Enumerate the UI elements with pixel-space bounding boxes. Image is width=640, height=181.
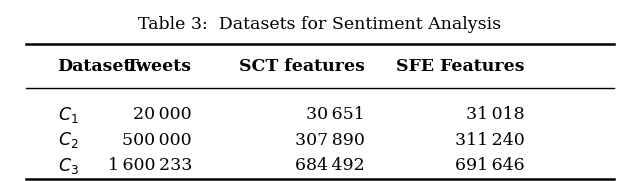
Text: $C_3$: $C_3$ [58, 156, 79, 176]
Text: $C_1$: $C_1$ [58, 105, 78, 125]
Text: 1 600 233: 1 600 233 [108, 157, 192, 174]
Text: 311 240: 311 240 [455, 132, 525, 149]
Text: SFE Features: SFE Features [396, 58, 525, 75]
Text: 20 000: 20 000 [133, 106, 192, 123]
Text: 684 492: 684 492 [295, 157, 365, 174]
Text: 30 651: 30 651 [306, 106, 365, 123]
Text: SCT features: SCT features [239, 58, 365, 75]
Text: Table 3:  Datasets for Sentiment Analysis: Table 3: Datasets for Sentiment Analysis [138, 16, 502, 33]
Text: 500 000: 500 000 [122, 132, 192, 149]
Text: 307 890: 307 890 [295, 132, 365, 149]
Text: 31 018: 31 018 [466, 106, 525, 123]
Text: $C_2$: $C_2$ [58, 130, 78, 150]
Text: Dataset: Dataset [58, 58, 132, 75]
Text: Tweets: Tweets [126, 58, 192, 75]
Text: 691 646: 691 646 [455, 157, 525, 174]
